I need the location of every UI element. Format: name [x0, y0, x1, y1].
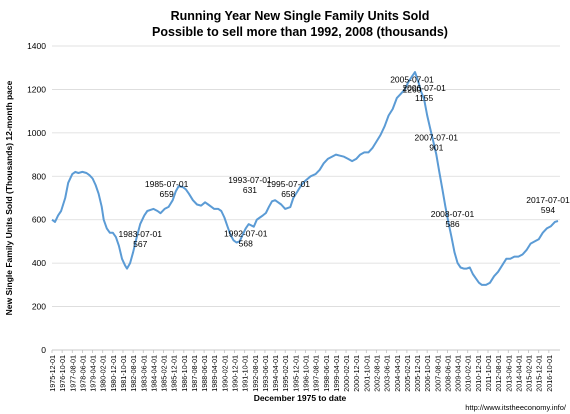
y-tick-label: 800: [32, 171, 46, 181]
x-tick-label: 2010-12-01: [474, 355, 483, 392]
x-tick-label: 1987-08-01: [190, 355, 199, 392]
x-tick-label: 1977-08-01: [68, 355, 77, 392]
x-tick-label: 2000-02-01: [342, 355, 351, 392]
annotation-value: 631: [243, 185, 257, 195]
x-tick-label: 2010-02-01: [464, 355, 473, 392]
annotation-value: 901: [429, 142, 443, 152]
annotation-value: 568: [239, 239, 253, 249]
x-axis-ticks: 1975-12-01 1976-10-01 1977-08-01 1978-06-01…: [48, 350, 554, 392]
x-tick-label: 2008-06-01: [443, 355, 452, 392]
x-tick-label: 1989-04-01: [210, 355, 219, 392]
annotation-date: 2007-07-01: [415, 132, 459, 142]
x-tick-label: 1997-08-01: [312, 355, 321, 392]
chart-title: Running Year New Single Family Units Sol…: [171, 9, 430, 23]
series-group: [51, 71, 559, 286]
annotation-date: 1992-07-01: [224, 229, 268, 239]
x-tick-label: 2015-12-01: [535, 355, 544, 392]
x-tick-label: 2006-10-01: [423, 355, 432, 392]
y-tick-label: 600: [32, 215, 46, 225]
x-tick-label: 1996-10-01: [301, 355, 310, 392]
annotation-value: 586: [445, 219, 459, 229]
x-tick-label: 1975-12-01: [48, 355, 57, 392]
source-credit: http://www.itstheeconomy.info/: [465, 403, 567, 412]
x-tick-label: 1998-06-01: [322, 355, 331, 392]
x-tick-label: 1986-10-01: [180, 355, 189, 392]
annotation-value: 1155: [415, 93, 434, 103]
x-tick-label: 1984-04-01: [149, 355, 158, 392]
annotation-date: 2005-07-01: [390, 74, 434, 84]
x-tick-label: 1995-02-01: [281, 355, 290, 392]
y-tick-label: 400: [32, 258, 46, 268]
annotation-date: 2008-07-01: [431, 209, 475, 219]
annotation-date: 1993-07-01: [228, 175, 272, 185]
x-tick-label: 2015-02-01: [525, 355, 534, 392]
x-tick-label: 1979-04-01: [89, 355, 98, 392]
y-tick-label: 0: [41, 345, 46, 355]
x-tick-label: 1982-08-01: [129, 355, 138, 392]
x-tick-label: 2005-12-01: [413, 355, 422, 392]
annotation-date: 1983-07-01: [119, 229, 163, 239]
x-tick-label: 2001-10-01: [362, 355, 371, 392]
x-tick-label: 2000-12-01: [352, 355, 361, 392]
x-tick-label: 1992-08-01: [251, 355, 260, 392]
x-tick-label: 1991-10-01: [241, 355, 250, 392]
x-tick-label: 1994-04-01: [271, 355, 280, 392]
x-tick-label: 1990-02-01: [220, 355, 229, 392]
x-tick-label: 1993-06-01: [261, 355, 270, 392]
annotation-value: 594: [541, 205, 555, 215]
x-tick-label: 2003-06-01: [383, 355, 392, 392]
x-tick-label: 2002-08-01: [372, 355, 381, 392]
x-tick-label: 2004-04-01: [393, 355, 402, 392]
x-tick-label: 1980-12-01: [109, 355, 118, 392]
x-tick-label: 1988-06-01: [200, 355, 209, 392]
annotation-date: 2017-07-01: [526, 195, 570, 205]
y-axis-ticks: 0 200 400 600 800 1000 1200 1400: [27, 41, 46, 355]
x-tick-label: 1990-12-01: [231, 355, 240, 392]
x-tick-label: 2011-10-01: [484, 355, 493, 391]
series-line: [51, 71, 559, 286]
x-tick-label: 2014-04-01: [514, 355, 523, 392]
annotation-value: 1260: [402, 84, 421, 94]
y-tick-label: 200: [32, 302, 46, 312]
annotation-value: 658: [281, 189, 295, 199]
annotation-date: 2006-07-01: [402, 83, 446, 93]
x-tick-label: 1985-12-01: [170, 355, 179, 392]
x-tick-label: 2013-06-01: [504, 355, 513, 392]
y-tick-label: 1400: [27, 41, 46, 51]
annotation-value: 659: [160, 189, 174, 199]
annotation-date: 1995-07-01: [267, 179, 311, 189]
x-tick-label: 1999-04-01: [332, 355, 341, 392]
x-tick-label: 2012-08-01: [494, 355, 503, 392]
x-tick-label: 1976-10-01: [58, 355, 67, 392]
x-tick-label: 1978-06-01: [78, 355, 87, 392]
y-tick-label: 1000: [27, 128, 46, 138]
chart-subtitle: Possible to sell more than 1992, 2008 (t…: [152, 25, 448, 39]
x-tick-label: 2007-08-01: [433, 355, 442, 392]
annotation-value: 567: [133, 239, 147, 249]
x-tick-label: 1983-06-01: [139, 355, 148, 392]
y-axis-label: New Single Family Units Sold (Thousands)…: [4, 80, 14, 315]
x-tick-label: 1995-12-01: [291, 355, 300, 392]
x-tick-label: 1980-02-01: [99, 355, 108, 392]
x-tick-label: 2005-02-01: [403, 355, 412, 392]
y-tick-label: 1200: [27, 84, 46, 94]
annotation-date: 1985-07-01: [145, 179, 189, 189]
gridlines: [52, 45, 560, 351]
x-tick-label: 2009-04-01: [454, 355, 463, 392]
x-tick-label: 1985-02-01: [160, 355, 169, 392]
x-tick-label: 1981-10-01: [119, 355, 128, 392]
x-tick-label: 2016-10-01: [545, 355, 554, 392]
x-axis-label: December 1975 to date: [254, 393, 347, 403]
